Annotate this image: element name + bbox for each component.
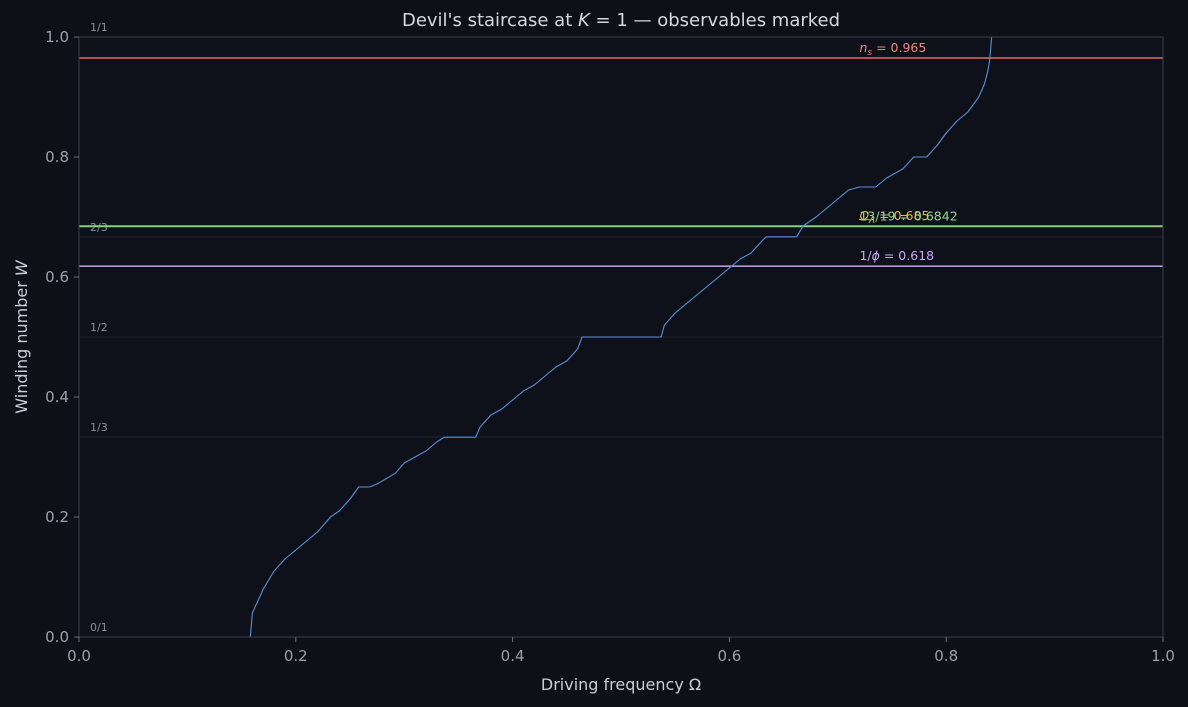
chart-title-suffix: = 1 — observables marked <box>590 10 840 31</box>
observable-label-base: Ω <box>858 208 869 223</box>
fraction-label: 1/2 <box>90 321 108 334</box>
y-ticks: 0.0 0.2 0.4 0.6 0.8 1.0 <box>45 28 79 646</box>
y-tick-label: 0.4 <box>45 388 69 406</box>
fraction-label: 2/3 <box>90 221 108 234</box>
x-tick-label: 0.4 <box>501 647 525 665</box>
observable-label: 13/19 = 0.6842 <box>859 208 957 223</box>
y-tick-label: 1.0 <box>45 28 69 46</box>
observable-label-value: = 0.685 <box>875 208 929 223</box>
chart-title-prefix: Devil's staircase at <box>402 10 578 31</box>
x-tick-label: 0.8 <box>934 647 958 665</box>
x-tick-label: 0.6 <box>717 647 741 665</box>
y-tick-label: 0.8 <box>45 148 69 166</box>
staircase-series <box>79 36 993 638</box>
x-tick-label: 0.0 <box>67 647 91 665</box>
staircase-line <box>79 36 993 638</box>
observable-label: ΩΛ = 0.685 <box>858 208 929 226</box>
x-tick-label: 1.0 <box>1151 647 1175 665</box>
observable-label-value: = 0.618 <box>880 248 934 263</box>
x-tick-label: 0.2 <box>284 647 308 665</box>
plot-frame <box>78 36 1164 638</box>
chart-title-variable: K <box>578 10 591 31</box>
y-axis-label-variable: W <box>12 259 31 276</box>
y-tick-label: 0.6 <box>45 268 69 286</box>
fraction-label: 1/3 <box>90 421 108 434</box>
observable-label-subscript: s <box>867 48 872 58</box>
x-ticks: 0.0 0.2 0.4 0.6 0.8 1.0 <box>67 637 1175 665</box>
observable-label-value: = 0.965 <box>872 40 926 55</box>
x-axis-label: Driving frequency Ω <box>541 675 701 694</box>
fraction-label: 0/1 <box>90 621 108 634</box>
observable-label-base: 1/ <box>859 248 872 263</box>
fraction-label: 1/1 <box>90 21 108 34</box>
y-tick-label: 0.2 <box>45 508 69 526</box>
observable-label-base: n <box>859 40 867 55</box>
chart-title: Devil's staircase at K = 1 — observables… <box>402 10 840 31</box>
y-tick-label: 0.0 <box>45 628 69 646</box>
observable-label-subscript: Λ <box>868 216 875 226</box>
observable-label-value: = 0.6842 <box>896 208 958 223</box>
y-axis-label: Winding number W <box>12 259 31 414</box>
observable-label: ns = 0.965 <box>859 40 926 58</box>
observable-label-base: 13/19 <box>859 208 895 223</box>
observable-label-symbol: ϕ <box>872 248 880 263</box>
observable-label: 1/ϕ = 0.618 <box>859 248 934 263</box>
y-axis-label-text: Winding number <box>12 276 31 414</box>
